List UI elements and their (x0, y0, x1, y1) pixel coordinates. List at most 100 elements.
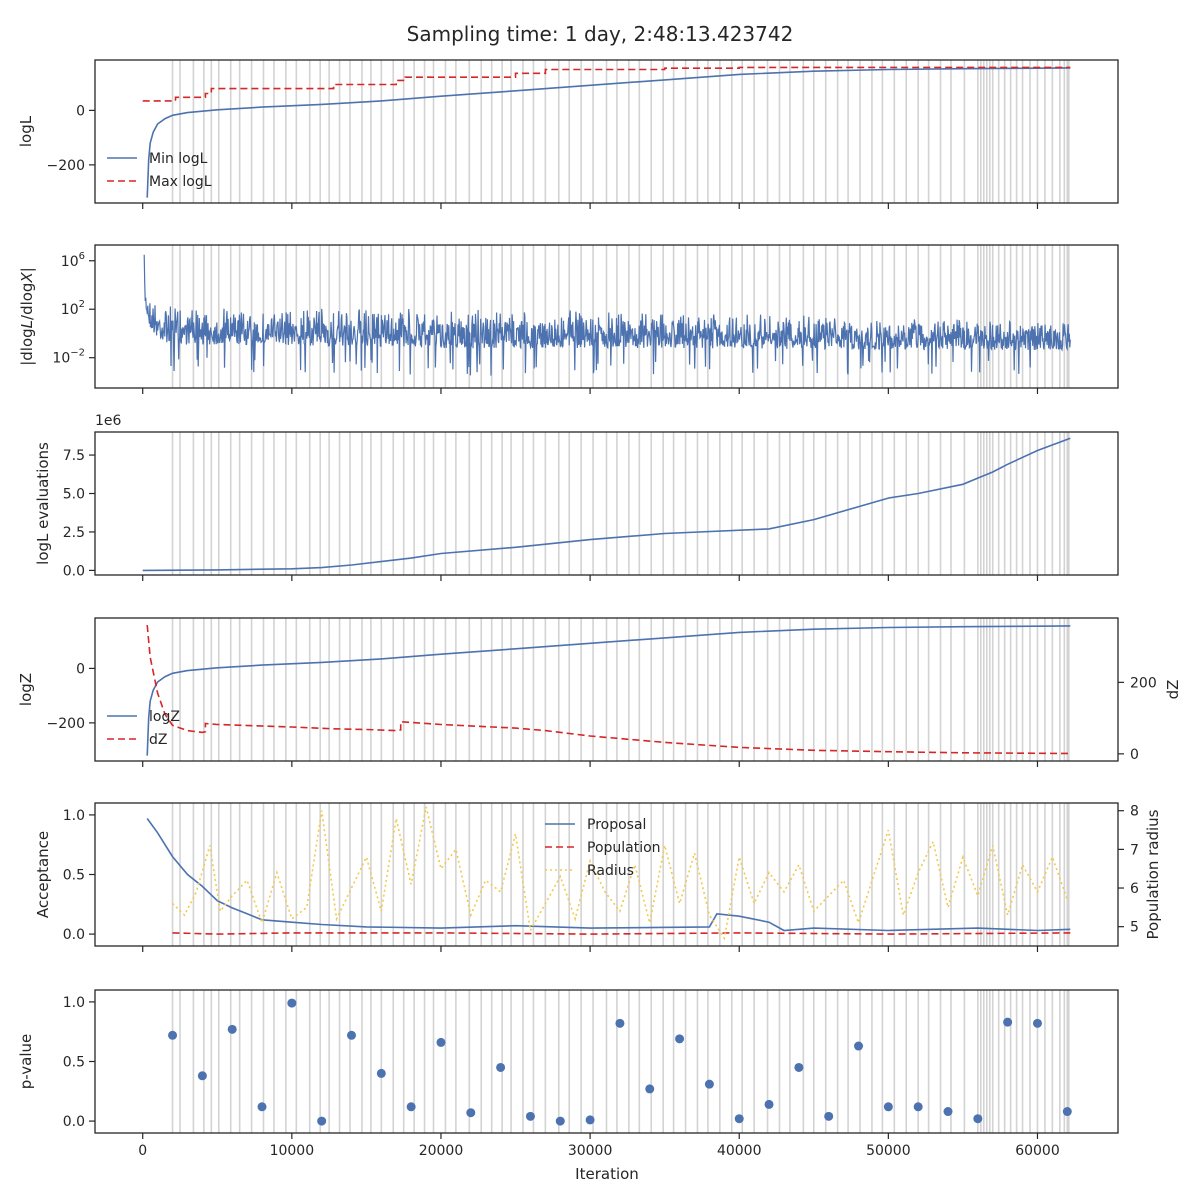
data-point (227, 1024, 237, 1034)
series-line-max-logl (142, 66, 1071, 102)
y-tick-label: −200 (47, 158, 85, 174)
plot-area (168, 990, 1072, 1133)
legend-label: Min logL (149, 151, 208, 167)
x-tick-label: 30000 (568, 1143, 613, 1159)
x-tick-label: 50000 (866, 1143, 911, 1159)
y-tick-label: 0.0 (63, 563, 85, 579)
y-tick-label: 0 (76, 661, 85, 677)
y-tick-label: −200 (47, 716, 85, 732)
plot-area (143, 245, 1071, 388)
data-point (585, 1115, 595, 1125)
y-tick-label: 106 (61, 251, 85, 270)
y-tick-label: 7.5 (63, 448, 85, 464)
y-tick-label: 102 (61, 299, 85, 318)
data-point (704, 1079, 714, 1089)
plot-area (142, 432, 1071, 575)
legend-label: Proposal (587, 817, 646, 833)
data-point (824, 1111, 834, 1121)
data-point (436, 1037, 446, 1047)
y-tick-label: 0.0 (63, 1114, 85, 1130)
axes-frame (94, 617, 1119, 762)
series-line-evals (142, 437, 1071, 572)
y-tick-label: 5.0 (63, 487, 85, 503)
plot-area (146, 618, 1071, 761)
data-point (913, 1102, 923, 1112)
y-tick-label-right: 7 (1130, 842, 1139, 858)
y-tick-label: 1.0 (63, 995, 85, 1011)
y-tick-label: 2.5 (63, 525, 85, 541)
data-point (973, 1114, 983, 1124)
x-tick-label: 20000 (419, 1143, 464, 1159)
data-point (287, 998, 297, 1008)
panels: 0 −200 logL Min logL Max logL 106 102 10−2 |dlog… (17, 59, 1182, 1159)
y-tick-label: 1.0 (63, 808, 85, 824)
series-line-min-logl (146, 67, 1071, 198)
legend-label: Radius (587, 863, 634, 879)
data-point (317, 1116, 327, 1126)
y-tick-label-right: 6 (1130, 881, 1139, 897)
y-tick-label: 0.5 (63, 1055, 85, 1071)
data-point (1062, 1107, 1072, 1117)
data-point (376, 1068, 386, 1078)
data-point (883, 1102, 893, 1112)
panel-pvalue: 0 10000 20000 30000 40000 50000 60000 0.0 0.5 1.0… (17, 989, 1119, 1159)
legend-label: Max logL (149, 174, 212, 190)
data-point (466, 1108, 476, 1118)
plot-area (146, 803, 1071, 946)
figure-title: Sampling time: 1 day, 2:48:13.423742 (407, 22, 794, 46)
y-tick-label-right: 5 (1130, 920, 1139, 936)
data-point (257, 1102, 267, 1112)
y-axis-label: p-value (17, 1034, 35, 1090)
y-axis-label: logL evaluations (34, 442, 52, 565)
data-point (168, 1030, 178, 1040)
panel-acceptance: 0.0 0.5 1.0 5 6 7 8 Acceptance Population radius… (34, 802, 1162, 952)
panel-logl: 0 −200 logL Min logL Max logL (17, 59, 1119, 209)
y-axis-label: Acceptance (34, 831, 52, 918)
data-point (645, 1084, 655, 1094)
series-line-dz (146, 625, 1071, 755)
axes-frame (94, 431, 1119, 576)
legend-label: logZ (149, 709, 180, 725)
data-point (1003, 1017, 1013, 1027)
y-tick-label: 0.5 (63, 868, 85, 884)
y-tick-label-right: 200 (1130, 675, 1157, 691)
x-axis-label: Iteration (575, 1165, 639, 1183)
y-tick-label: 10−2 (52, 348, 85, 367)
series-line-dlogl (143, 254, 1071, 376)
y-axis-label-right: Population radius (1144, 809, 1162, 939)
y-tick-label: 0 (76, 103, 85, 119)
y-tick-label-right: 0 (1130, 747, 1139, 763)
data-point (406, 1102, 416, 1112)
x-tick-label: 60000 (1015, 1143, 1060, 1159)
data-point (197, 1071, 207, 1081)
x-tick-label: 10000 (270, 1143, 315, 1159)
x-tick-label: 40000 (717, 1143, 762, 1159)
y-axis-label-right: dZ (1164, 680, 1182, 700)
panel-evals: 0.0 2.5 5.0 7.5 logL evaluations 1e6 (34, 413, 1119, 581)
series-line-population (172, 932, 1071, 935)
y-axis-label: logL (17, 115, 35, 147)
data-point (943, 1107, 953, 1117)
y-axis-label: |dlogL/dlogX| (18, 267, 36, 366)
data-point (854, 1041, 864, 1051)
data-point (1032, 1018, 1042, 1028)
data-point (764, 1099, 774, 1109)
data-point (794, 1062, 804, 1072)
panel-logz: 0 −200 0 200 logZ dZ logZ dZ (17, 617, 1182, 767)
axes-frame (94, 244, 1119, 389)
data-point (615, 1018, 625, 1028)
y-axis-label: logZ (17, 673, 35, 706)
legend-label: dZ (149, 732, 167, 748)
data-point (734, 1114, 744, 1124)
y-tick-label-right: 8 (1130, 804, 1139, 820)
x-tick-label: 0 (138, 1143, 147, 1159)
series-line-radius (171, 806, 1069, 941)
plot-area (142, 60, 1071, 203)
y-offset-label: 1e6 (95, 413, 122, 429)
data-point (346, 1030, 356, 1040)
data-point (675, 1034, 685, 1044)
data-point (525, 1111, 535, 1121)
axes-frame (94, 59, 1119, 204)
series-line-proposal (146, 818, 1071, 932)
